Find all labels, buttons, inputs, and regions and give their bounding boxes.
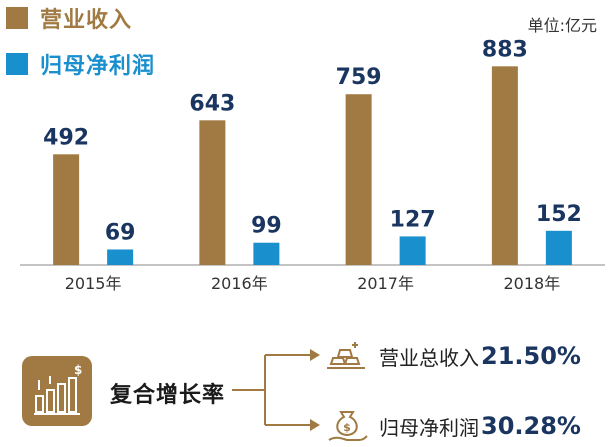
bar-label-profit-3: 152 bbox=[536, 202, 582, 227]
bar-label-profit-0: 69 bbox=[105, 220, 136, 245]
bar-chart-growth-icon: $ bbox=[22, 356, 92, 426]
x-tick-label-3: 2018年 bbox=[504, 274, 561, 293]
legend-item-revenue: 营业收入 bbox=[6, 2, 155, 34]
legend-item-profit: 归母净利润 bbox=[6, 48, 155, 80]
growth-row-profit: $ 归母净利润 30.28% bbox=[325, 406, 581, 446]
x-tick-label-0: 2015年 bbox=[65, 274, 122, 293]
bar-profit-2 bbox=[399, 236, 426, 265]
bar-revenue-1 bbox=[199, 120, 226, 265]
unit-label: 单位:亿元 bbox=[527, 16, 597, 35]
bar-label-profit-1: 99 bbox=[251, 214, 282, 239]
bar-profit-1 bbox=[253, 242, 280, 265]
bar-label-revenue-2: 759 bbox=[336, 65, 382, 90]
legend-swatch-profit bbox=[6, 53, 28, 75]
bar-profit-3 bbox=[545, 230, 572, 265]
bar-profit-0 bbox=[107, 249, 134, 265]
growth-label-profit: 归母净利润 bbox=[379, 415, 479, 440]
growth-value-revenue: 21.50% bbox=[481, 342, 581, 370]
bar-label-revenue-3: 883 bbox=[482, 37, 528, 62]
svg-text:$: $ bbox=[74, 363, 82, 377]
legend-label-revenue: 营业收入 bbox=[40, 8, 133, 33]
legend-label-profit: 归母净利润 bbox=[40, 54, 156, 79]
growth-value-profit: 30.28% bbox=[481, 412, 581, 440]
growth-connector bbox=[232, 349, 320, 431]
svg-text:$: $ bbox=[343, 421, 351, 434]
growth-label-revenue: 营业总收入 bbox=[379, 345, 479, 370]
bar-label-revenue-0: 492 bbox=[43, 125, 89, 150]
bar-revenue-3 bbox=[491, 66, 518, 265]
bar-chart: 492 69 2015年 643 99 2016年 759 127 2017年 883 152 201… bbox=[20, 37, 605, 293]
x-tick-label-1: 2016年 bbox=[211, 274, 268, 293]
growth-title: 复合增长率 bbox=[110, 383, 226, 408]
bar-revenue-2 bbox=[345, 94, 372, 265]
bar-label-profit-2: 127 bbox=[390, 207, 436, 232]
growth-section: $ 复合增长率 营业总收入 21.50% bbox=[0, 340, 615, 447]
legend: 营业收入 归母净利润 bbox=[6, 2, 155, 94]
x-tick-label-2: 2017年 bbox=[357, 274, 414, 293]
gold-bars-icon bbox=[327, 342, 365, 369]
legend-swatch-revenue bbox=[6, 7, 28, 29]
bar-revenue-0 bbox=[53, 154, 80, 265]
bar-label-revenue-1: 643 bbox=[189, 91, 235, 116]
money-bag-hand-icon: $ bbox=[328, 411, 368, 441]
growth-row-revenue: 营业总收入 21.50% bbox=[325, 336, 581, 376]
